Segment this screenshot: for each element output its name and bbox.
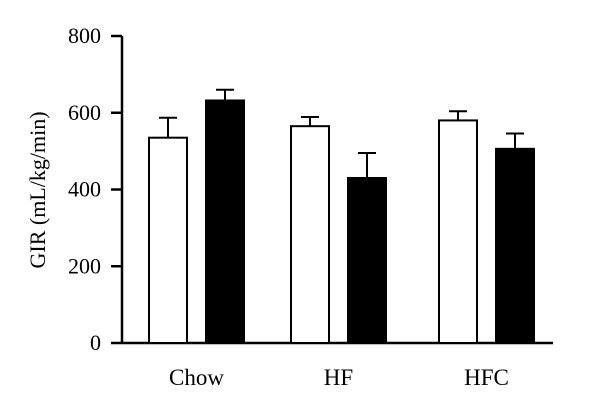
x-category-label: HFC xyxy=(464,365,509,390)
x-category-label: Chow xyxy=(169,365,224,390)
y-axis-title: GIR (mL/kg/min) xyxy=(25,111,50,268)
y-tick-label: 400 xyxy=(68,177,101,202)
bar-hf-series1 xyxy=(290,125,330,345)
bar-chow-series2 xyxy=(205,99,245,344)
bar-chow-series1 xyxy=(148,136,188,344)
y-tick-label: 200 xyxy=(68,253,101,278)
y-tick-label: 600 xyxy=(68,100,101,125)
x-category-label: HF xyxy=(324,365,353,390)
bar-hfc-series1 xyxy=(438,119,478,344)
bar-hfc-series2 xyxy=(495,147,535,344)
y-tick-label: 800 xyxy=(68,23,101,48)
bar-hf-series2 xyxy=(347,176,387,344)
y-tick-label: 0 xyxy=(90,330,101,355)
